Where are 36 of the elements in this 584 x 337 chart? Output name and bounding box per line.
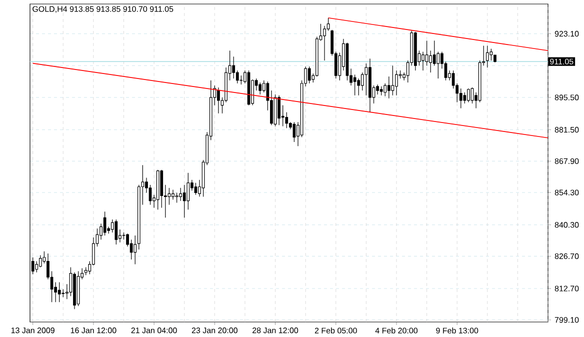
candlestick xyxy=(179,188,182,202)
y2-tick-label: 923.10 xyxy=(554,31,579,37)
y2-tick-label: 812.70 xyxy=(554,286,579,292)
candlestick xyxy=(467,88,470,103)
candlestick xyxy=(357,78,360,96)
x-tick-label: 13 Jan 2009 xyxy=(11,328,54,334)
candlestick xyxy=(316,36,318,77)
candlestick xyxy=(422,52,424,71)
y2-tick-label: 840.30 xyxy=(554,222,579,228)
x-tick-label: 2 Feb 05:00 xyxy=(314,328,357,334)
y2-tick-label: 826.70 xyxy=(554,254,579,260)
y2-tick-label: 854.30 xyxy=(554,190,579,196)
candlestick xyxy=(376,84,379,95)
candlestick xyxy=(172,190,174,200)
candlestick xyxy=(73,272,76,310)
candlestick xyxy=(429,50,432,73)
candlestick xyxy=(395,70,398,96)
candlestick xyxy=(323,26,326,61)
x-tick-label: 9 Feb 13:00 xyxy=(436,328,478,334)
candlestick xyxy=(278,95,280,126)
candlestick xyxy=(224,67,228,103)
x-tick-label: 21 Jan 04:00 xyxy=(131,328,177,334)
x-tick-label: 28 Jan 12:00 xyxy=(252,328,298,334)
y2-tick-label: 867.90 xyxy=(554,158,579,164)
x-tick-label: 23 Jan 20:00 xyxy=(192,328,238,334)
y2-tick-label: 799.10 xyxy=(554,317,579,323)
y2-tick-label: 895.50 xyxy=(554,94,579,100)
x-tick-label: 16 Jan 12:00 xyxy=(70,328,116,334)
candlestick xyxy=(156,170,160,210)
y2-tick-label: 881.50 xyxy=(554,127,579,133)
x-tick-label: 4 Feb 20:00 xyxy=(375,328,418,334)
ref-line-label: 911.05 xyxy=(550,58,574,65)
candlestick xyxy=(160,170,164,208)
candlestick xyxy=(217,87,220,114)
chart-title: GOLD,H4 913.85 913.85 910.70 911.05 xyxy=(32,6,174,13)
candlestick xyxy=(368,58,372,113)
